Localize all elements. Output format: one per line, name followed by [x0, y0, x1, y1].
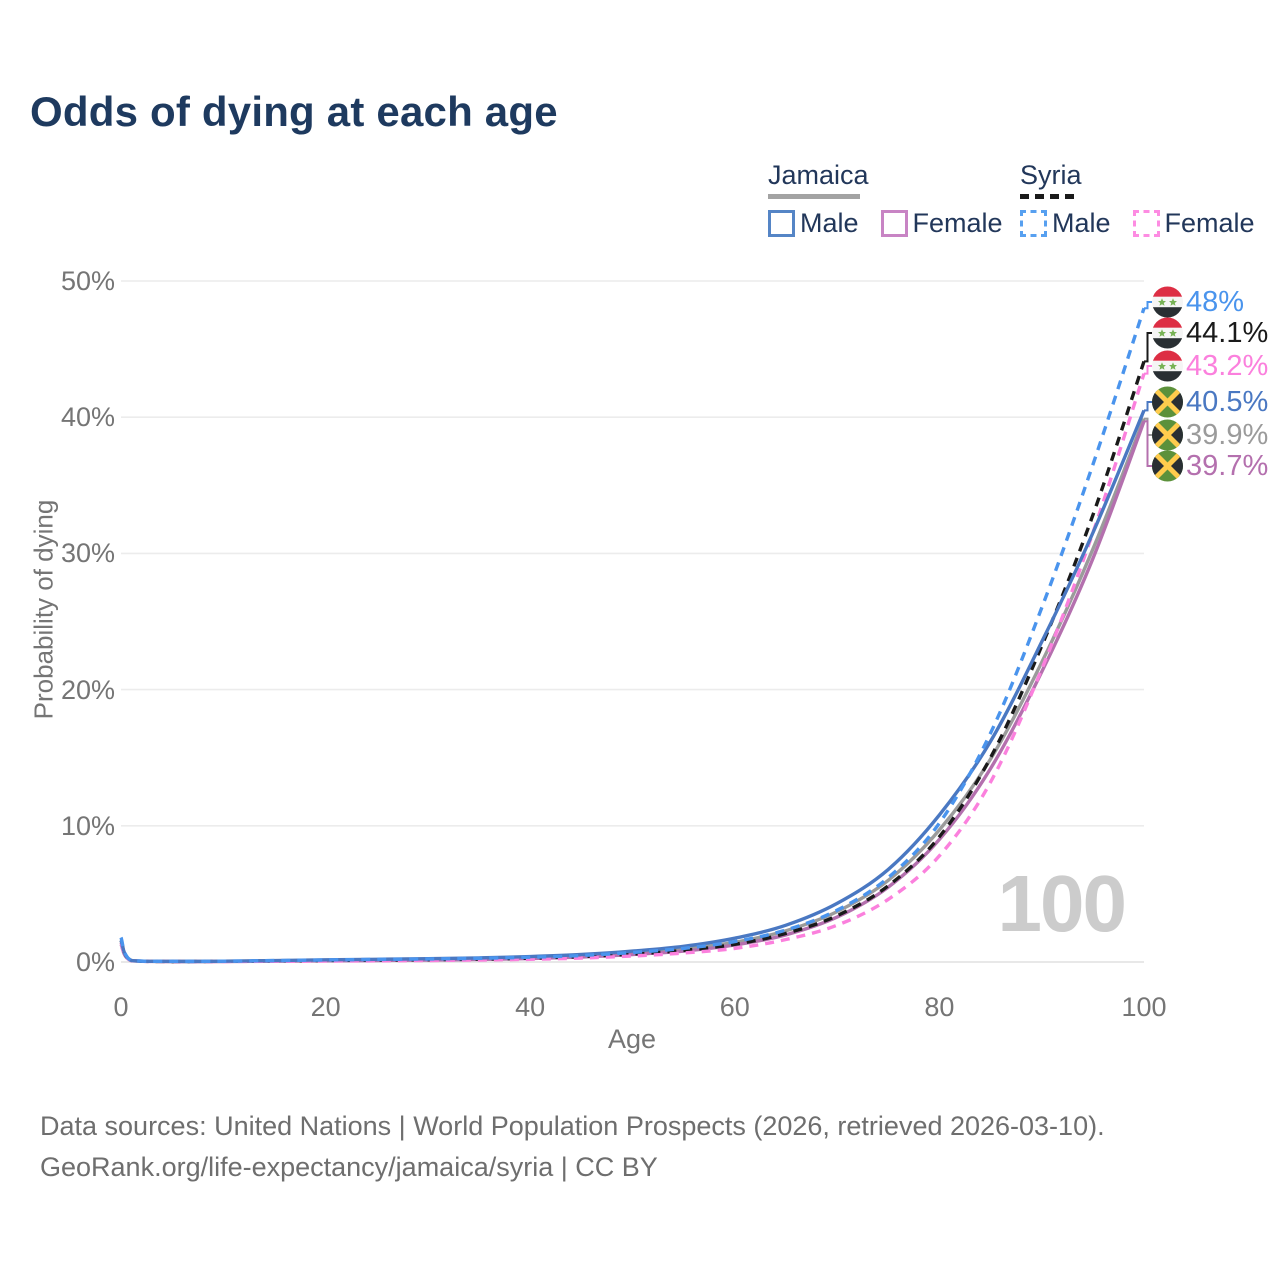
end-label-connector	[1144, 365, 1152, 375]
legend-item-syria-male[interactable]: Male	[1020, 208, 1111, 239]
legend-swatch-jamaica-female[interactable]	[880, 210, 908, 237]
x-tick-label: 0	[113, 992, 129, 1022]
end-label-connector	[1144, 332, 1152, 363]
legend-label-jamaica-female: Female	[912, 208, 1003, 238]
end-label-connector	[1144, 301, 1152, 310]
series-line-syria-total[interactable]	[119, 360, 1146, 964]
jamaica-flag-icon	[1152, 386, 1183, 418]
end-label-syria-total: 44.1%	[1186, 317, 1269, 349]
end-label-jamaica-male: 40.5%	[1186, 386, 1269, 418]
page-title: Odds of dying at each age	[30, 88, 558, 135]
jamaica-flag-icon	[1152, 450, 1183, 482]
end-label-syria-female: 43.2%	[1186, 350, 1269, 382]
end-label-connector	[1144, 401, 1152, 412]
legend-group-jamaica: Jamaica Male Female	[768, 160, 1003, 239]
footer-attribution: GeoRank.org/life-expectancy/jamaica/syri…	[40, 1152, 658, 1182]
end-label-jamaica-female: 39.7%	[1186, 450, 1269, 482]
y-axis-title: Probability of dying	[28, 499, 59, 720]
legend-item-jamaica-male[interactable]: Male	[768, 208, 859, 239]
legend-underline-syria	[1020, 194, 1080, 199]
legend-underline-jamaica	[768, 194, 860, 199]
end-label-connector	[1144, 420, 1152, 467]
hover-age-watermark: 100	[997, 859, 1127, 948]
legend-label-syria-female: Female	[1164, 208, 1255, 238]
x-tick-label: 60	[719, 992, 750, 1022]
footer-data-sources: Data sources: United Nations | World Pop…	[40, 1111, 1105, 1141]
legend-label-syria-male: Male	[1052, 208, 1111, 238]
legend-swatch-syria-female[interactable]	[1132, 210, 1160, 237]
legend-item-jamaica-female[interactable]: Female	[880, 208, 1003, 239]
legend-group-syria: Syria Male Female	[1020, 160, 1255, 239]
legend-swatch-syria-male[interactable]	[1020, 210, 1047, 237]
syria-flag-icon	[1152, 286, 1183, 318]
legend-country-syria: Syria	[1020, 160, 1082, 190]
x-axis-title: Age	[607, 1024, 657, 1054]
jamaica-flag-icon	[1152, 419, 1183, 451]
y-tick-label: 50%	[60, 266, 115, 296]
legend-swatch-jamaica-male[interactable]	[768, 210, 795, 237]
legend-country-jamaica: Jamaica	[768, 160, 869, 190]
legend-item-syria-female[interactable]: Female	[1132, 208, 1255, 239]
series-line-syria-female[interactable]	[119, 373, 1146, 964]
syria-flag-icon	[1152, 350, 1183, 382]
x-tick-label: 20	[310, 992, 341, 1022]
y-tick-label: 40%	[60, 402, 115, 433]
x-tick-label: 80	[924, 992, 955, 1022]
y-tick-label: 10%	[60, 810, 115, 841]
end-label-syria-male: 48%	[1186, 286, 1245, 318]
y-tick-label: 20%	[60, 674, 115, 705]
series-line-syria-male[interactable]	[119, 307, 1146, 964]
end-label-jamaica-total: 39.9%	[1186, 419, 1269, 451]
syria-flag-icon	[1152, 317, 1183, 349]
x-tick-label: 100	[1121, 992, 1167, 1022]
y-tick-label: 30%	[60, 538, 115, 569]
x-tick-label: 40	[515, 992, 546, 1022]
y-tick-label: 0%	[75, 947, 115, 977]
legend-label-jamaica-male: Male	[800, 208, 859, 238]
footer: Data sources: United Nations | World Pop…	[40, 1106, 1105, 1188]
